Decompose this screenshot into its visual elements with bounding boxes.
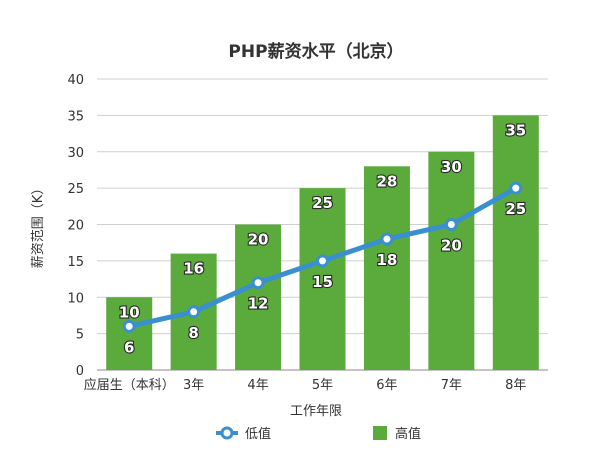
- bar-data-label: 30: [441, 158, 462, 176]
- point-data-label: 25: [505, 200, 526, 218]
- y-axis-title: 薪资范围（K）: [31, 182, 46, 269]
- y-tick-label: 0: [76, 364, 84, 379]
- y-tick-label: 25: [67, 182, 84, 197]
- chart-title: PHP薪资水平（北京）: [228, 41, 403, 62]
- y-axis-ticks: 0 5 10 15 20 25 30 35 40: [67, 73, 84, 379]
- x-tick-label: 应届生（本科）: [84, 377, 175, 393]
- y-tick-label: 5: [76, 328, 84, 343]
- bar-series: [106, 115, 539, 370]
- y-tick-label: 15: [67, 255, 84, 270]
- point-labels: 6 8 12 15 18 20 25: [123, 199, 527, 357]
- y-tick-label: 30: [67, 146, 84, 161]
- low-series-point: [251, 276, 265, 290]
- point-data-label: 8: [188, 324, 198, 342]
- line-series: [122, 181, 523, 333]
- bar: [235, 224, 282, 370]
- bar-data-label: 25: [312, 194, 333, 212]
- bar: [428, 151, 475, 370]
- bar-data-label: 16: [183, 260, 204, 278]
- x-tick-label: 8年: [505, 378, 526, 393]
- bar-data-label: 35: [505, 121, 526, 139]
- x-tick-label: 7年: [441, 378, 462, 393]
- x-tick-label: 4年: [247, 378, 268, 393]
- x-tick-label: 5年: [312, 378, 333, 393]
- low-series-point: [444, 218, 458, 231]
- low-series-point: [187, 305, 201, 319]
- bar-data-label: 20: [248, 231, 269, 249]
- bar: [363, 166, 410, 370]
- bar: [492, 115, 539, 370]
- y-tick-label: 10: [67, 291, 84, 306]
- legend: 低值 高值: [216, 426, 421, 442]
- point-data-label: 6: [124, 338, 134, 356]
- x-axis-title: 工作年限: [290, 404, 342, 419]
- legend-bar-swatch: [373, 426, 387, 440]
- low-series-point: [316, 254, 329, 268]
- bar-labels: 10 16 20 25 28 30 35: [118, 120, 528, 322]
- legend-label-low: 低值: [245, 426, 271, 442]
- point-data-label: 18: [376, 251, 397, 269]
- point-data-label: 15: [312, 273, 333, 291]
- x-tick-label: 6年: [376, 378, 397, 393]
- bar-data-label: 28: [376, 172, 397, 190]
- bar: [299, 188, 346, 370]
- y-tick-label: 40: [67, 73, 84, 88]
- point-data-label: 12: [248, 295, 269, 313]
- bar-data-label: 10: [119, 303, 140, 321]
- legend-label-high: 高值: [395, 426, 421, 442]
- point-data-label: 20: [441, 237, 462, 255]
- bar: [106, 297, 153, 370]
- x-axis-ticks: 应届生（本科） 3年 4年 5年 6年 7年 8年: [84, 377, 527, 393]
- low-series-point: [380, 232, 394, 246]
- y-tick-label: 35: [67, 109, 84, 124]
- legend-item-high: 高值: [373, 426, 421, 442]
- x-tick-label: 3年: [183, 378, 204, 393]
- legend-item-low: 低值: [216, 426, 271, 442]
- low-series-point: [509, 181, 523, 195]
- low-series-point: [122, 319, 136, 333]
- y-tick-label: 20: [67, 219, 84, 234]
- legend-marker: [220, 426, 234, 440]
